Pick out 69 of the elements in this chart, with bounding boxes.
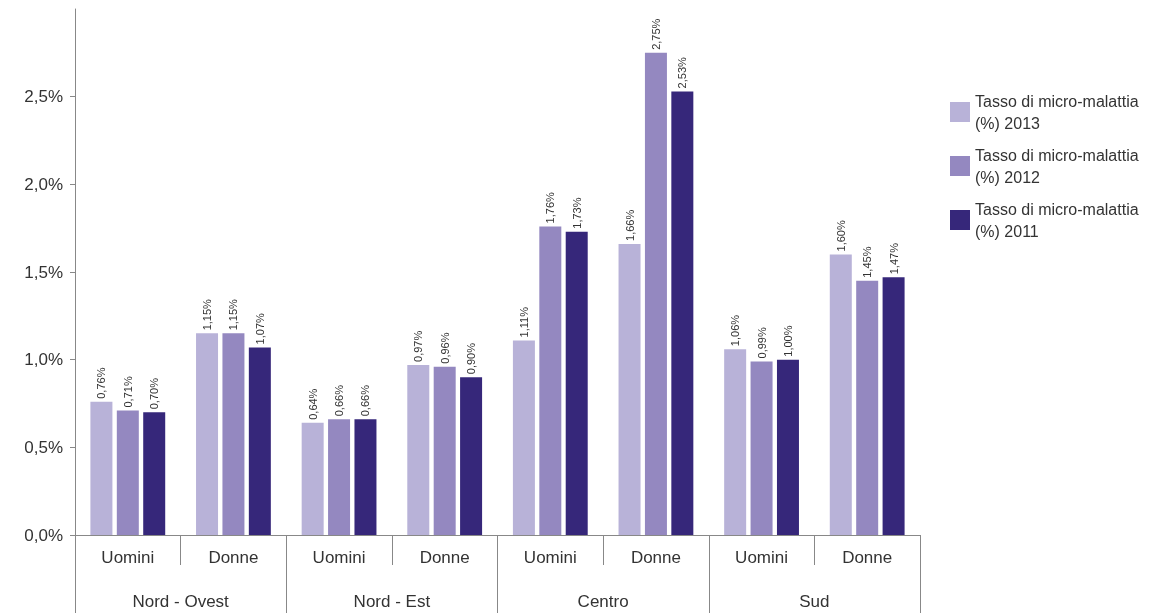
- data-label: 1,60%: [834, 220, 847, 252]
- legend-label: Tasso di micro-malattia (%) 2012: [975, 146, 1144, 186]
- data-label: 0,90%: [465, 342, 478, 375]
- x-tick-label: Uomini: [735, 548, 789, 567]
- data-label: 1,47%: [887, 242, 900, 275]
- bar: [433, 366, 456, 535]
- bar: [644, 52, 667, 535]
- bar: [248, 347, 271, 535]
- x-tick-label: Donne: [419, 548, 470, 567]
- text: Nord - Ovest: [132, 592, 230, 611]
- data-label: 0,97%: [412, 330, 425, 362]
- bar: [882, 277, 905, 535]
- bar: [618, 243, 641, 535]
- bar: [143, 412, 166, 535]
- legend-label: Tasso di micro-malattia (%) 2011: [975, 200, 1144, 240]
- data-label: 1,45%: [861, 246, 874, 278]
- y-tick-label: 2,5%: [24, 87, 63, 107]
- x-tick-label: Uomini: [312, 548, 366, 567]
- bar: [539, 226, 562, 535]
- data-label: 0,70%: [148, 377, 161, 410]
- data-label: 1,73%: [570, 197, 583, 229]
- bar: [116, 410, 139, 535]
- text: Nord - Est: [353, 592, 431, 611]
- bar: [750, 361, 773, 535]
- data-label: 0,64%: [306, 388, 319, 420]
- x-tick-label: Uomini: [101, 548, 155, 567]
- data-label: 0,76%: [95, 367, 108, 399]
- bar: [328, 419, 351, 535]
- x-tick-label: Donne: [842, 548, 893, 567]
- data-label: 1,66%: [623, 209, 636, 241]
- bar: [724, 349, 747, 535]
- data-label: 1,06%: [729, 314, 742, 347]
- x-tick-label: Donne: [630, 548, 681, 567]
- text: Sud: [799, 592, 830, 611]
- data-label: 1,76%: [544, 192, 557, 224]
- x-tick-label: Donne: [208, 548, 259, 567]
- bar: [829, 254, 852, 535]
- data-label: 1,15%: [201, 298, 214, 331]
- y-tick-label: 0,0%: [24, 525, 63, 545]
- data-label: 1,15%: [227, 298, 240, 331]
- bar: [671, 91, 694, 535]
- y-tick-label: 1,0%: [24, 350, 63, 370]
- x-tick-label: Uomini: [523, 548, 577, 567]
- data-label: 0,96%: [438, 332, 451, 364]
- data-label: 1,11%: [517, 306, 530, 338]
- text: Centro: [577, 592, 629, 611]
- legend-label: Tasso di micro-malattia (%) 2013: [975, 92, 1144, 132]
- data-label: 0,71%: [121, 376, 134, 408]
- data-label: 1,07%: [253, 312, 266, 345]
- bar: [196, 333, 219, 535]
- y-tick-label: 1,5%: [24, 262, 63, 282]
- y-tick-label: 2,0%: [24, 174, 63, 194]
- data-label: 0,66%: [333, 384, 346, 417]
- y-tick-label: 0,5%: [24, 437, 63, 457]
- bar: [354, 419, 377, 535]
- data-label: 0,66%: [359, 384, 372, 417]
- bar: [222, 333, 245, 535]
- data-label: 1,00%: [781, 325, 794, 357]
- bar: [565, 231, 588, 535]
- bar: [90, 401, 113, 535]
- data-label: 2,53%: [676, 57, 689, 89]
- data-label: 0,99%: [755, 327, 768, 359]
- bar: [301, 422, 324, 535]
- bar: [407, 364, 430, 535]
- data-label: 2,75%: [649, 18, 662, 50]
- bar: [776, 359, 799, 535]
- bar: [856, 280, 879, 535]
- bar: [460, 377, 483, 535]
- bar: [512, 340, 535, 535]
